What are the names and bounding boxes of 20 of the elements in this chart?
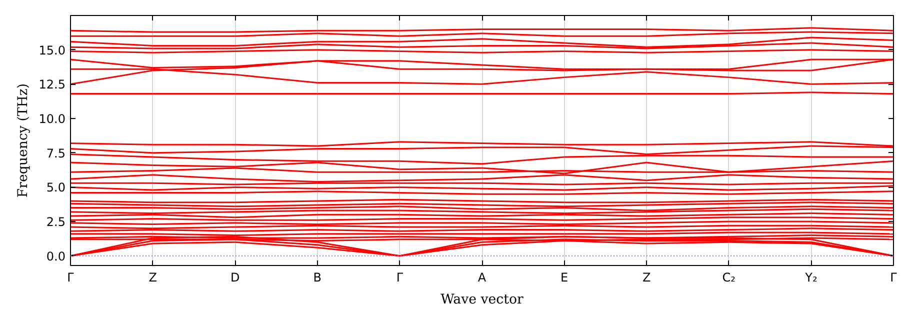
x-tick-label: C₂ <box>722 270 736 284</box>
x-tick-label: Γ <box>890 270 898 284</box>
x-tick-label: Γ <box>67 270 74 284</box>
x-tick-label: Z <box>148 270 157 284</box>
x-tick-label: Y₂ <box>804 270 818 284</box>
y-tick-label: 15.0 <box>38 43 66 58</box>
x-tick-label: Γ <box>396 270 404 284</box>
y-tick-label: 7.5 <box>46 146 66 160</box>
y-tick-label: 10.0 <box>38 112 66 126</box>
y-tick-label: 5.0 <box>46 180 66 195</box>
y-tick-label: 2.5 <box>46 215 66 230</box>
x-tick-label: A <box>478 270 487 284</box>
y-tick-label: 12.5 <box>38 78 66 92</box>
x-tick-label: B <box>313 270 322 284</box>
y-axis-title: Frequency (THz) <box>16 83 31 198</box>
x-tick-label: D <box>230 270 240 284</box>
x-tick-label: E <box>560 270 568 284</box>
x-tick-label: Z <box>642 270 651 284</box>
y-tick-label: 0.0 <box>46 249 66 264</box>
x-axis-title: Wave vector <box>440 292 524 308</box>
